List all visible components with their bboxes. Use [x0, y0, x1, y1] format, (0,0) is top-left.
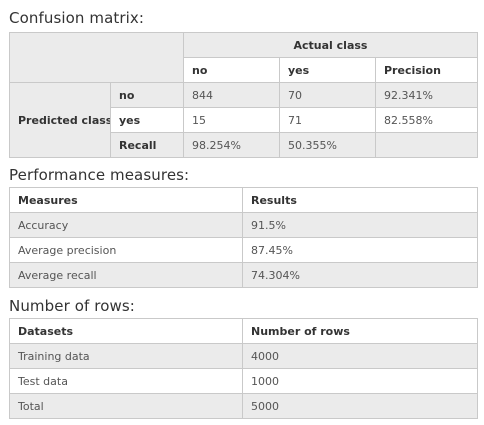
count-training: 4000 [242, 343, 478, 369]
predicted-class-header: Predicted class [9, 82, 111, 158]
cell-yes-yes: 71 [279, 107, 376, 133]
row-label-recall: Recall [110, 132, 184, 158]
dataset-total: Total [9, 393, 243, 419]
count-total: 5000 [242, 393, 478, 419]
measure-accuracy: Accuracy [9, 212, 243, 238]
actual-class-header: Actual class [182, 32, 479, 58]
dataset-test: Test data [9, 368, 243, 394]
count-test: 1000 [242, 368, 478, 394]
col-header-yes: yes [279, 57, 376, 83]
confusion-matrix-table: Actual class no yes Precision Predicted … [9, 32, 479, 158]
number-of-rows-header: Number of rows [242, 318, 478, 344]
cell-yes-precision: 82.558% [374, 107, 479, 133]
confusion-matrix-title: Confusion matrix: [9, 9, 145, 27]
measure-average-recall: Average recall [9, 262, 243, 288]
datasets-header: Datasets [9, 318, 243, 344]
matrix-corner-cell [9, 32, 184, 83]
col-header-no: no [183, 57, 280, 83]
measures-header: Measures [9, 187, 243, 213]
cell-no-no: 844 [183, 82, 280, 108]
result-average-recall: 74.304% [242, 262, 478, 288]
result-average-precision: 87.45% [242, 237, 478, 263]
results-header: Results [242, 187, 478, 213]
performance-measures-table: Measures Results Accuracy 91.5% Average … [9, 187, 478, 288]
performance-measures-title: Performance measures: [9, 166, 190, 184]
cell-recall-yes: 50.355% [279, 132, 376, 158]
col-header-precision: Precision [374, 57, 479, 83]
row-label-no: no [110, 82, 184, 108]
measure-average-precision: Average precision [9, 237, 243, 263]
row-label-yes: yes [110, 107, 184, 133]
cell-recall-empty [374, 132, 479, 158]
cell-recall-no: 98.254% [183, 132, 280, 158]
number-of-rows-table: Datasets Number of rows Training data 40… [9, 318, 478, 419]
dataset-training: Training data [9, 343, 243, 369]
cell-no-precision: 92.341% [374, 82, 479, 108]
result-accuracy: 91.5% [242, 212, 478, 238]
cell-yes-no: 15 [183, 107, 280, 133]
cell-no-yes: 70 [279, 82, 376, 108]
number-of-rows-title: Number of rows: [9, 297, 135, 315]
